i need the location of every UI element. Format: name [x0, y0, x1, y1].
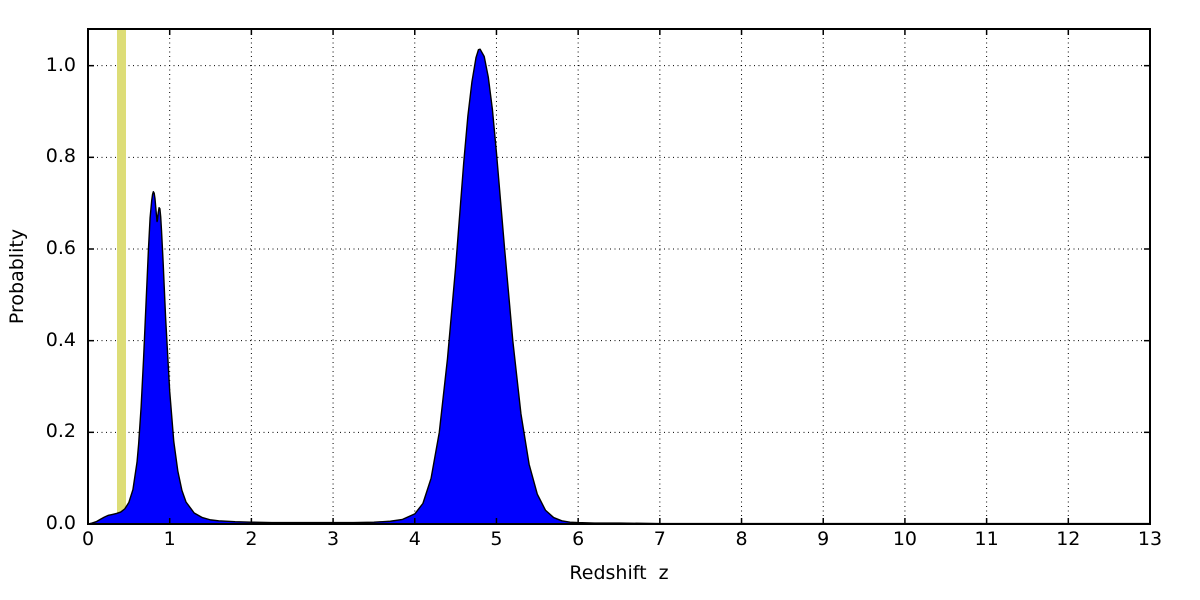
annotation-bands [117, 29, 126, 524]
y-tick-label: 0.8 [45, 145, 76, 168]
plot-frame [87, 28, 1151, 525]
x-gridlines [169, 29, 1069, 524]
x-tick-label: 7 [653, 528, 666, 550]
x-tick-label: 12 [1056, 528, 1081, 550]
x-tick-label: 10 [892, 528, 918, 550]
x-tick-label: 4 [408, 528, 421, 550]
x-tick-label: 5 [490, 528, 503, 550]
x-tick-label: 3 [327, 528, 340, 550]
y-tick-label: 0.6 [45, 237, 76, 259]
y-tick-marks [88, 64, 1150, 525]
y-tick-label: 0.2 [45, 420, 76, 443]
x-tick-marks [87, 29, 1151, 524]
x-tick-label: 13 [1137, 528, 1163, 550]
x-tick-label: 11 [974, 528, 999, 550]
x-tick-label: 2 [245, 528, 258, 550]
x-tick-label: 0 [81, 528, 95, 550]
spectroscopic-redshift-band [117, 29, 126, 524]
x-tick-label: 9 [817, 528, 830, 550]
x-tick-label: 1 [163, 528, 176, 550]
y-tick-label: 0.4 [45, 328, 76, 351]
y-gridlines [88, 65, 1150, 433]
series-outline [87, 48, 1150, 525]
x-tick-label: 6 [572, 528, 585, 550]
y-tick-label: 0.0 [45, 512, 76, 534]
x-tick-label: 8 [735, 528, 748, 550]
plot-background [88, 29, 1150, 524]
data-series-group [87, 48, 1150, 525]
y-tick-label: 1.0 [45, 53, 76, 76]
x-axis-label: Redshift z [569, 562, 669, 584]
